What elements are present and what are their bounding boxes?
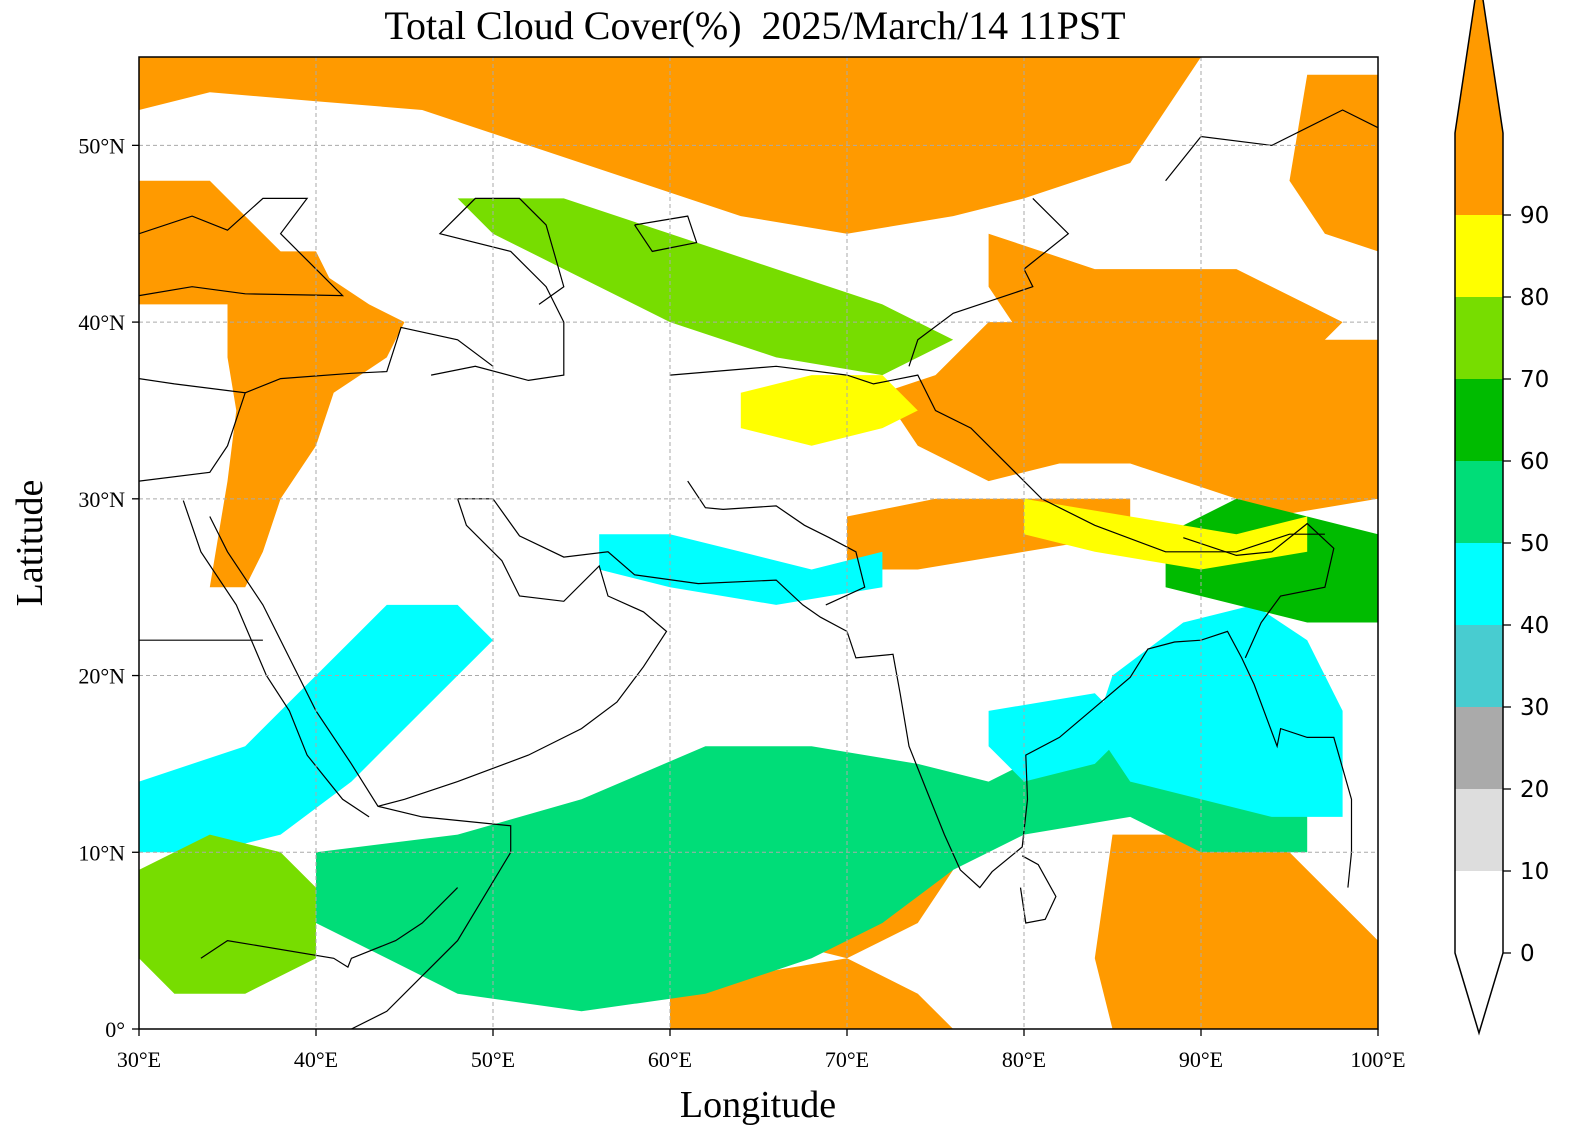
colorbar-extend-min: [1455, 953, 1503, 1033]
colorbar-segment: [1455, 133, 1503, 215]
cloud-region: [139, 57, 1201, 234]
cloud-region: [209, 269, 405, 588]
coastline: [200, 887, 459, 968]
colorbar-tick-label: 40: [1520, 613, 1549, 639]
coastline: [1165, 109, 1378, 182]
coastline: [430, 197, 565, 382]
cloud-region: [740, 375, 918, 446]
x-tick-label: 80°E: [1002, 1047, 1046, 1072]
colorbar-segment: [1455, 461, 1503, 543]
gridlines: [139, 57, 1378, 1029]
x-tick-label: 30°E: [117, 1047, 161, 1072]
x-tick-label: 100°E: [1350, 1047, 1405, 1072]
cloud-region: [599, 534, 883, 605]
colorbar-segment: [1455, 871, 1503, 953]
coastline: [1019, 855, 1057, 924]
cloud-region: [316, 746, 1308, 1012]
y-axis-ticks: 0° 10°N 20°N 30°N 40°N 50°N: [78, 133, 139, 1042]
map-title: Total Cloud Cover(%) 2025/March/14 11PST: [384, 3, 1126, 48]
coastline: [139, 197, 345, 297]
y-tick-label: 40°N: [78, 310, 125, 335]
x-tick-label: 90°E: [1179, 1047, 1223, 1072]
cloud-region: [1165, 498, 1378, 623]
cloud-region: [670, 958, 954, 1029]
cloud-region: [139, 604, 493, 853]
coastline: [908, 197, 1070, 367]
y-tick-label: 10°N: [78, 840, 125, 865]
colorbar-extend-max: [1455, 0, 1503, 133]
cloud-region: [1094, 834, 1378, 1029]
coastline: [377, 498, 668, 807]
colorbar-tick-label: 20: [1520, 777, 1549, 803]
colorbar-tick-label: 80: [1520, 285, 1549, 311]
cloud-region: [1289, 74, 1378, 252]
cloud-region: [457, 198, 954, 376]
colorbar-tick-label: 50: [1520, 531, 1549, 557]
colorbar-segment: [1455, 707, 1503, 789]
y-tick-label: 30°N: [78, 487, 125, 512]
x-tick-label: 50°E: [471, 1047, 515, 1072]
colorbar-tick-label: 60: [1520, 449, 1549, 475]
colorbar-tick-label: 70: [1520, 367, 1549, 393]
colorbar-segment: [1455, 789, 1503, 871]
colorbar-segment: [1455, 625, 1503, 707]
coastline: [182, 500, 370, 818]
x-axis-label: Longitude: [680, 1084, 836, 1126]
colorbar: 0 10 20 30 40 50 60 70 80 90: [1454, 0, 1549, 1036]
cloud-region: [1094, 604, 1343, 817]
colorbar-segment: [1455, 543, 1503, 625]
x-tick-label: 40°E: [294, 1047, 338, 1072]
coastline: [139, 378, 247, 482]
y-tick-label: 20°N: [78, 664, 125, 689]
cloud-region: [139, 834, 316, 994]
cloud-region: [988, 233, 1343, 358]
colorbar-tick-label: 0: [1520, 941, 1535, 967]
colorbar-segment: [1455, 297, 1503, 379]
colorbar-segment: [1455, 379, 1503, 461]
x-axis-ticks: 30°E 40°E 50°E 60°E 70°E 80°E 90°E 100°E: [117, 1029, 1406, 1072]
colorbar-tick-label: 10: [1520, 859, 1549, 885]
plot-area: [138, 56, 1379, 1030]
coastline-layer: [139, 109, 1378, 1029]
y-tick-label: 0°: [105, 1017, 125, 1042]
x-tick-label: 70°E: [825, 1047, 869, 1072]
coastline: [1183, 522, 1335, 659]
x-tick-label: 60°E: [648, 1047, 692, 1072]
y-axis-label: Latitude: [9, 480, 51, 607]
y-tick-label: 50°N: [78, 133, 125, 158]
cloud-region: [882, 322, 1378, 517]
plot-frame: [138, 56, 1379, 1030]
colorbar-outline: [1454, 0, 1504, 1036]
coastline: [457, 498, 1353, 889]
colorbar-tick-label: 90: [1520, 203, 1549, 229]
coastline: [244, 326, 494, 394]
colorbar-tick-label: 30: [1520, 695, 1549, 721]
colorbar-segment: [1455, 215, 1503, 297]
coastline: [687, 480, 866, 606]
